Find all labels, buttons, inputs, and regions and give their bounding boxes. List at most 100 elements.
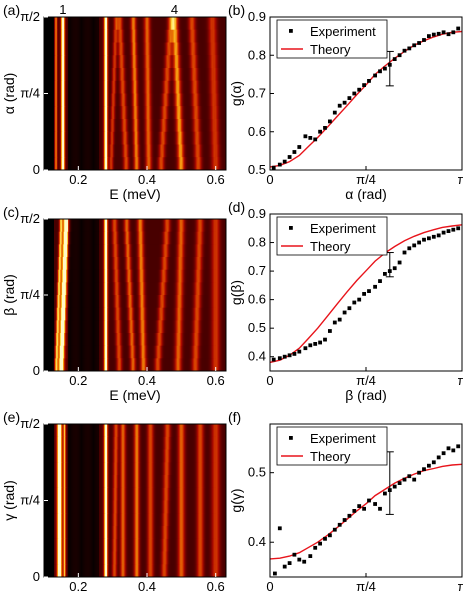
heatmap-cell <box>67 282 69 296</box>
heatmap-cell <box>167 55 169 69</box>
heatmap-cell <box>163 144 165 158</box>
heatmap-cell <box>48 462 50 476</box>
heatmap-cell <box>88 269 90 283</box>
heatmap-cell <box>170 282 172 296</box>
heatmap-cell <box>54 257 56 271</box>
heatmap-cell <box>137 269 139 283</box>
heatmap-cell <box>166 29 168 43</box>
heatmap-cell <box>176 29 178 43</box>
heatmap-cell <box>171 231 173 245</box>
heatmap-cell <box>197 436 199 450</box>
heatmap-cell <box>78 257 80 271</box>
heatmap-cell <box>101 144 103 158</box>
heatmap-cell <box>48 93 50 107</box>
heatmap-cell <box>127 144 129 158</box>
heatmap-cell <box>84 80 86 94</box>
heatmap-cell <box>171 68 173 82</box>
heatmap-cell <box>187 333 189 347</box>
heatmap-cell <box>112 307 114 321</box>
heatmap-cell <box>137 282 139 296</box>
heatmap-cell <box>81 231 83 245</box>
heatmap-cell <box>75 295 77 309</box>
heatmap-cell <box>114 42 116 56</box>
heatmap-cell <box>172 144 174 158</box>
heatmap-cell <box>104 68 106 82</box>
heatmap-cell <box>198 449 200 463</box>
heatmap-cell <box>123 307 125 321</box>
heatmap-cell <box>196 42 198 56</box>
heatmap-cell <box>123 157 125 170</box>
heatmap-cell <box>150 119 152 133</box>
heatmap-cell <box>215 219 217 233</box>
heatmap-cell <box>82 449 84 463</box>
heatmap-cell <box>89 231 91 245</box>
heatmap-cell <box>123 269 125 283</box>
heatmap-cell <box>68 449 70 463</box>
heatmap-cell <box>108 231 110 245</box>
heatmap-cell <box>111 307 113 321</box>
heatmap-cell <box>199 157 201 170</box>
heatmap-cell <box>192 320 194 334</box>
heatmap-cell <box>76 307 78 321</box>
heatmap-cell <box>204 119 206 133</box>
heatmap-cell <box>188 282 190 296</box>
heatmap-cell <box>48 269 50 283</box>
heatmap-cell <box>130 106 132 120</box>
heatmap-cell <box>173 106 175 120</box>
heatmap-cell <box>78 93 80 107</box>
heatmap-cell <box>183 269 185 283</box>
heatmap-cell <box>191 29 193 43</box>
heatmap-cell <box>66 269 68 283</box>
heatmap-cell <box>138 282 140 296</box>
heatmap-cell <box>107 42 109 56</box>
heatmap-cell <box>65 42 67 56</box>
heatmap-cell <box>140 449 142 463</box>
heatmap-cell <box>218 307 220 321</box>
heatmap-cell <box>56 269 58 283</box>
heatmap-cell <box>152 219 154 233</box>
heatmap-cell <box>78 345 80 359</box>
heatmap-cell <box>81 269 83 283</box>
heatmap-cell <box>103 144 105 158</box>
heatmap-cell <box>194 93 196 107</box>
heatmap-cell <box>77 462 79 476</box>
heatmap-cell <box>97 436 99 450</box>
heatmap-cell <box>60 449 62 463</box>
heatmap-cell <box>76 257 78 271</box>
heatmap-cell <box>123 436 125 450</box>
heatmap-cell <box>112 282 114 296</box>
heatmap-cell <box>107 269 109 283</box>
heatmap-cell <box>175 55 177 69</box>
heatmap-cell <box>200 358 202 371</box>
heatmap-cell <box>108 295 110 309</box>
heatmap-cell <box>127 68 129 82</box>
heatmap-cell <box>203 131 205 145</box>
heatmap-cell <box>216 93 218 107</box>
heatmap-cell <box>99 307 101 321</box>
heatmap-cell <box>105 29 107 43</box>
heatmap-cell <box>196 424 198 438</box>
heatmap-cell <box>215 42 217 56</box>
heatmap-cell <box>164 269 166 283</box>
heatmap-cell <box>208 231 210 245</box>
heatmap-cell <box>133 307 135 321</box>
heatmap-cell <box>151 424 153 438</box>
heatmap-cell <box>189 244 191 258</box>
heatmap-cell <box>100 358 102 371</box>
heatmap-cell <box>206 68 208 82</box>
heatmap-cell <box>93 219 95 233</box>
heatmap-cell <box>90 282 92 296</box>
heatmap-cell <box>221 119 223 133</box>
heatmap-cell <box>169 244 171 258</box>
heatmap-cell <box>158 449 160 463</box>
heatmap-cell <box>215 144 217 158</box>
heatmap-cell <box>156 449 158 463</box>
heatmap-cell <box>98 42 100 56</box>
heatmap-cell <box>203 269 205 283</box>
heatmap-cell <box>116 257 118 271</box>
heatmap-cell <box>194 55 196 69</box>
heatmap-cell <box>67 345 69 359</box>
heatmap-cell <box>191 244 193 258</box>
heatmap-cell <box>116 320 118 334</box>
heatmap-cell <box>46 42 48 56</box>
